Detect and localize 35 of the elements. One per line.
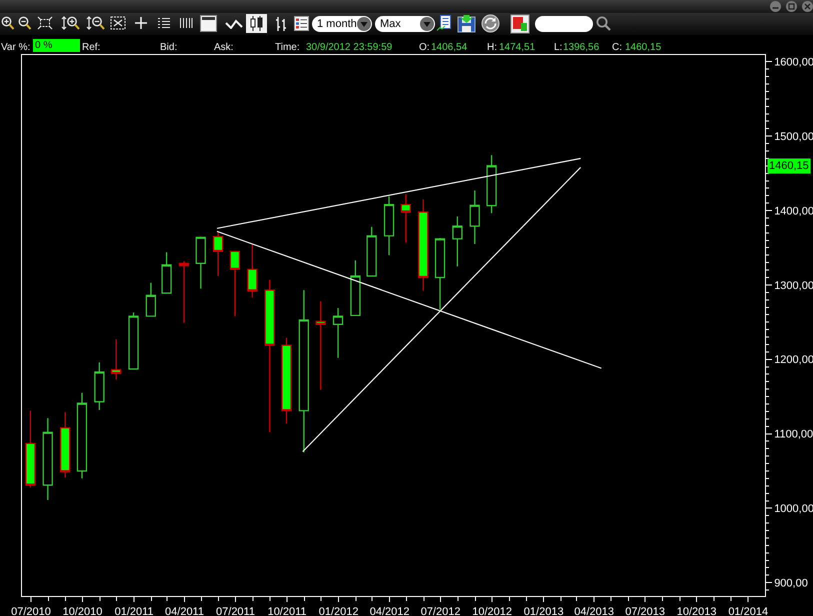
text: Ref: bbox=[82, 42, 100, 53]
x-tick-label: 07/2010 bbox=[11, 606, 51, 616]
dropdown: 1 month bbox=[312, 16, 372, 32]
text: Var %: bbox=[1, 42, 30, 53]
y-tick-label: 900,00 bbox=[774, 577, 808, 590]
text: C: bbox=[612, 42, 622, 53]
x-tick-label: 04/2011 bbox=[165, 606, 204, 616]
dropdown: Max bbox=[375, 16, 435, 32]
text: O: bbox=[419, 42, 430, 53]
text: 1460,15 bbox=[625, 42, 662, 53]
text: 1474,51 bbox=[499, 42, 536, 53]
x-tick-label: 01/2012 bbox=[318, 606, 358, 616]
x-tick-label: 04/2013 bbox=[574, 606, 614, 616]
text: H: bbox=[487, 42, 497, 53]
x-tick-label: 10/2012 bbox=[472, 606, 512, 616]
value-field: 0 % bbox=[33, 39, 80, 53]
text: 1406,54 bbox=[431, 42, 468, 53]
x-tick-label: 01/2014 bbox=[728, 606, 768, 616]
text: 30/9/2012 23:59:59 bbox=[306, 42, 392, 53]
annotation: 1460,15 bbox=[769, 160, 809, 172]
x-tick-label: 07/2011 bbox=[216, 606, 255, 616]
x-tick-label: 07/2013 bbox=[625, 606, 665, 616]
y-tick-label: 1100,00 bbox=[774, 428, 813, 441]
x-tick-label: 07/2012 bbox=[420, 606, 460, 616]
text: Ask: bbox=[214, 42, 234, 53]
text: 1396,56 bbox=[563, 42, 600, 53]
x-tick-label: 10/2011 bbox=[268, 606, 307, 616]
x-tick-label: 01/2013 bbox=[524, 606, 564, 616]
x-tick-label: 04/2012 bbox=[370, 606, 410, 616]
x-tick-label: 10/2010 bbox=[62, 606, 102, 616]
x-tick-label: 10/2013 bbox=[676, 606, 717, 616]
text: Time: bbox=[275, 42, 300, 53]
text: L: bbox=[554, 42, 562, 53]
x-tick-label: 01/2011 bbox=[114, 606, 154, 616]
text: Bid: bbox=[160, 42, 178, 53]
